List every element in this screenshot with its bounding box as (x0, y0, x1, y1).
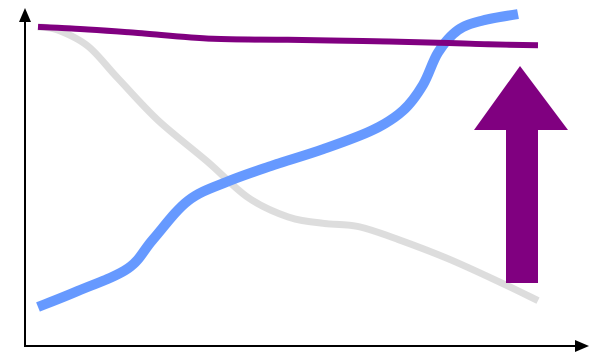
axes (19, 8, 589, 352)
series-layer (36, 9, 540, 312)
y-axis-arrowhead (19, 8, 31, 22)
up-arrow-head (474, 66, 568, 130)
up-arrow-shaft (506, 128, 538, 283)
series-line-2 (36, 9, 519, 312)
x-axis-arrowhead (575, 340, 589, 352)
series-line-1 (37, 23, 540, 304)
series-line-0 (37, 23, 539, 49)
up-arrow-annotation (474, 66, 568, 283)
